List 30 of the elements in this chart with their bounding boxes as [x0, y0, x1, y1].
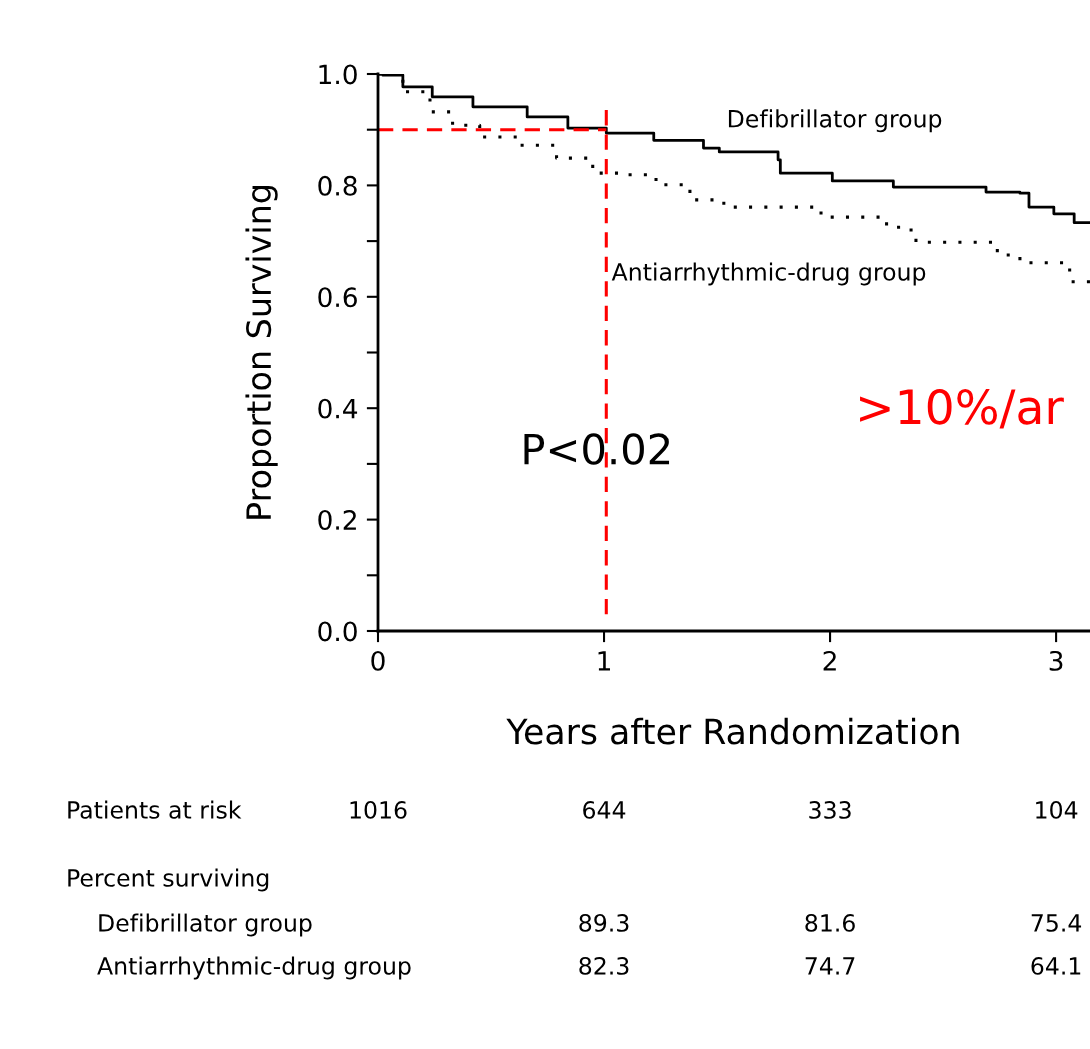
text: Patients at risk — [68, 800, 242, 819]
text: 82.3 — [579, 956, 629, 975]
text: Antiarrhythmic-drug group — [97, 956, 411, 980]
y-tick-label: 0.2 — [318, 510, 356, 530]
y-axis-title: Proportion Surviving — [245, 186, 278, 519]
text: Percent surviving — [68, 868, 269, 892]
text: 333 — [809, 800, 851, 819]
text: 81.6 — [805, 913, 855, 932]
text: 89.3 — [579, 913, 629, 932]
text: 1016 — [350, 800, 407, 819]
y-tick-label: 0.8 — [318, 175, 357, 196]
text: Defibrillator group — [99, 913, 312, 937]
y-tick-label: 0.4 — [318, 398, 358, 419]
annotation: >10%/ar — [860, 388, 1064, 429]
text: 75.4 — [1031, 914, 1082, 932]
series-label: Defibrillator group — [728, 109, 942, 133]
series-label: Antiarrhythmic-drug group — [611, 262, 926, 286]
text: 644 — [583, 800, 626, 819]
x-tick-label: 0 — [371, 650, 385, 671]
text: 104 — [1036, 800, 1078, 819]
x-tick-label: 1 — [598, 651, 610, 671]
text: 74.7 — [805, 957, 855, 975]
text: 64.1 — [1031, 956, 1081, 975]
annotation: P<0.02 — [524, 433, 670, 465]
x-tick-label: 3 — [1049, 650, 1063, 671]
y-tick-label: 0.6 — [318, 287, 357, 308]
x-axis-title: Years after Randomization — [506, 717, 959, 745]
y-tick-label: 1.0 — [319, 64, 357, 85]
y-tick-label: 0.0 — [318, 621, 357, 642]
x-tick-label: 2 — [823, 650, 836, 671]
